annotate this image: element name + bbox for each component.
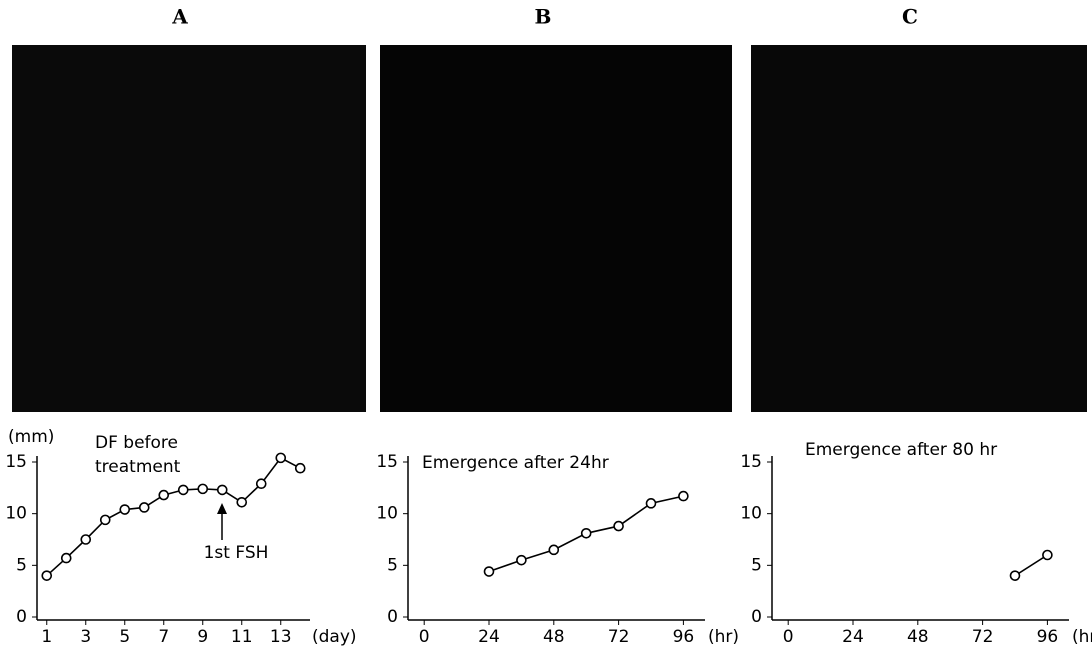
y-tick-label: 0 bbox=[16, 607, 27, 627]
y-tick-label: 0 bbox=[387, 607, 398, 627]
y-tick-label: 0 bbox=[751, 607, 762, 627]
x-tick-label: 3 bbox=[80, 627, 91, 647]
panel-label: B bbox=[535, 5, 552, 29]
data-point bbox=[216, 484, 228, 496]
x-tick-label: 11 bbox=[231, 627, 253, 647]
x-tick-label: 9 bbox=[197, 627, 208, 647]
x-tick-label: 1 bbox=[41, 627, 52, 647]
data-point bbox=[548, 544, 560, 556]
annotation: treatment bbox=[95, 457, 181, 477]
data-point bbox=[138, 502, 150, 513]
x-tick-label: 24 bbox=[478, 627, 500, 647]
data-point bbox=[236, 496, 248, 508]
x-unit: (hr) bbox=[708, 627, 739, 647]
x-tick-label: 72 bbox=[972, 627, 994, 647]
x-tick-label: 0 bbox=[783, 627, 794, 647]
y-tick-label: 5 bbox=[751, 555, 762, 575]
x-tick-label: 48 bbox=[543, 627, 565, 647]
data-point bbox=[197, 483, 209, 495]
data-point bbox=[158, 489, 170, 501]
x-tick-label: 72 bbox=[608, 627, 630, 647]
x-tick-label: 24 bbox=[842, 627, 864, 647]
panel-label: C bbox=[902, 5, 918, 29]
y-tick-label: 10 bbox=[740, 504, 762, 524]
y-tick-label: 5 bbox=[387, 555, 398, 575]
y-tick-label: 10 bbox=[376, 504, 398, 524]
data-point bbox=[60, 552, 72, 564]
x-tick-label: 0 bbox=[419, 627, 430, 647]
data-point bbox=[1042, 549, 1053, 561]
data-point bbox=[613, 520, 624, 532]
data-point bbox=[678, 490, 689, 502]
x-tick-label: 96 bbox=[673, 627, 695, 647]
image-b bbox=[380, 45, 732, 412]
y-tick-label: 5 bbox=[16, 555, 27, 575]
data-point bbox=[483, 566, 495, 577]
annotation: 1st FSH bbox=[204, 543, 269, 563]
x-unit: (day) bbox=[312, 627, 357, 647]
data-point bbox=[275, 452, 287, 464]
data-point bbox=[177, 484, 189, 496]
x-tick-label: 96 bbox=[1037, 627, 1059, 647]
panel-label: A bbox=[171, 5, 188, 29]
y-tick-label: 15 bbox=[740, 452, 762, 472]
annotation: Emergence after 24hr bbox=[422, 453, 609, 473]
image-a bbox=[12, 45, 366, 412]
y-tick-label: 10 bbox=[5, 504, 27, 524]
x-tick-label: 7 bbox=[158, 627, 169, 647]
data-line bbox=[1014, 554, 1048, 577]
x-tick-label: 13 bbox=[270, 627, 292, 647]
annotation: DF before bbox=[95, 433, 178, 453]
data-point bbox=[516, 554, 527, 566]
annotation: Emergence after 80 hr bbox=[805, 440, 997, 460]
data-point bbox=[80, 534, 92, 545]
data-point bbox=[294, 462, 306, 474]
x-tick-label: 5 bbox=[119, 627, 130, 647]
data-point bbox=[41, 570, 53, 581]
data-point bbox=[99, 514, 111, 526]
x-tick-label: 48 bbox=[907, 627, 929, 647]
y-tick-label: 15 bbox=[376, 452, 398, 472]
y-tick-label: 15 bbox=[5, 452, 27, 472]
data-point bbox=[580, 527, 592, 539]
data-point bbox=[1009, 570, 1021, 581]
fsh-arrow-head bbox=[217, 503, 227, 514]
image-c bbox=[751, 45, 1087, 412]
x-unit: (hr) bbox=[1072, 627, 1092, 647]
data-point bbox=[119, 504, 131, 515]
data-point bbox=[645, 498, 657, 509]
data-point bbox=[255, 478, 267, 490]
y-unit: (mm) bbox=[8, 427, 54, 447]
